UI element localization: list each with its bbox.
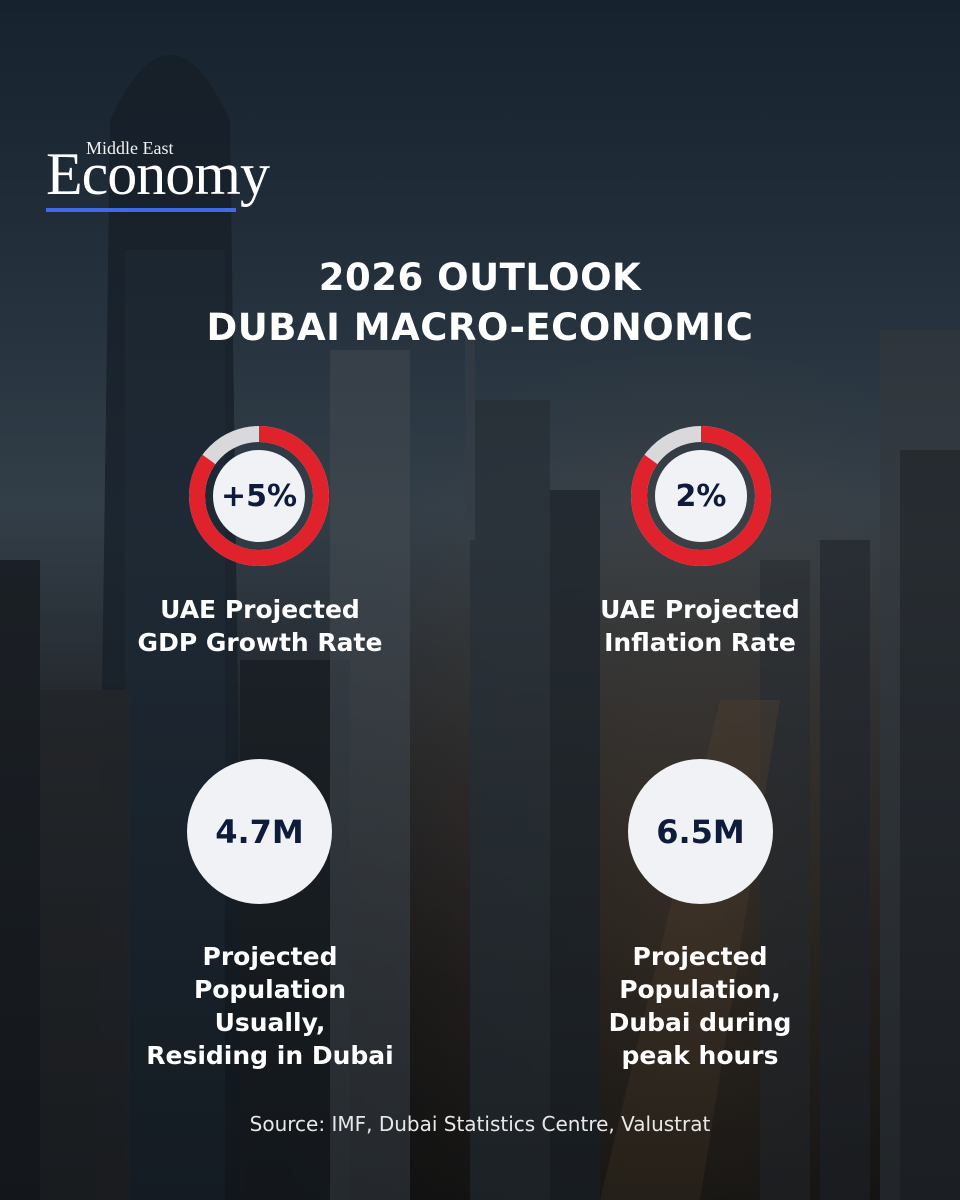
inflation-value: 2% <box>655 450 747 542</box>
population-residing-value: 4.7M <box>187 759 332 904</box>
gdp-growth-label: UAE Projected GDP Growth Rate <box>137 595 383 657</box>
logo-subtitle: Middle East <box>86 138 174 158</box>
page-title-line2: DUBAI MACRO-ECONOMIC <box>206 306 754 349</box>
page-title-line1: 2026 OUTLOOK <box>318 256 642 299</box>
middle-east-economy-logo: Middle East Economy <box>46 138 326 218</box>
population-peak-label: Projected Population, Dubai during peak … <box>608 942 792 1070</box>
population-peak-value: 6.5M <box>628 759 773 904</box>
logo-underline <box>46 208 236 212</box>
gdp-growth-value: +5% <box>213 450 305 542</box>
inflation-progress-ring <box>628 423 774 569</box>
source-note: Source: IMF, Dubai Statistics Centre, Va… <box>249 1112 711 1136</box>
logo-wordmark: Economy <box>46 141 270 207</box>
inflation-label: UAE Projected Inflation Rate <box>600 595 800 657</box>
gdp-progress-ring <box>186 423 332 569</box>
population-residing-label: Projected Population Usually, Residing i… <box>146 942 394 1070</box>
